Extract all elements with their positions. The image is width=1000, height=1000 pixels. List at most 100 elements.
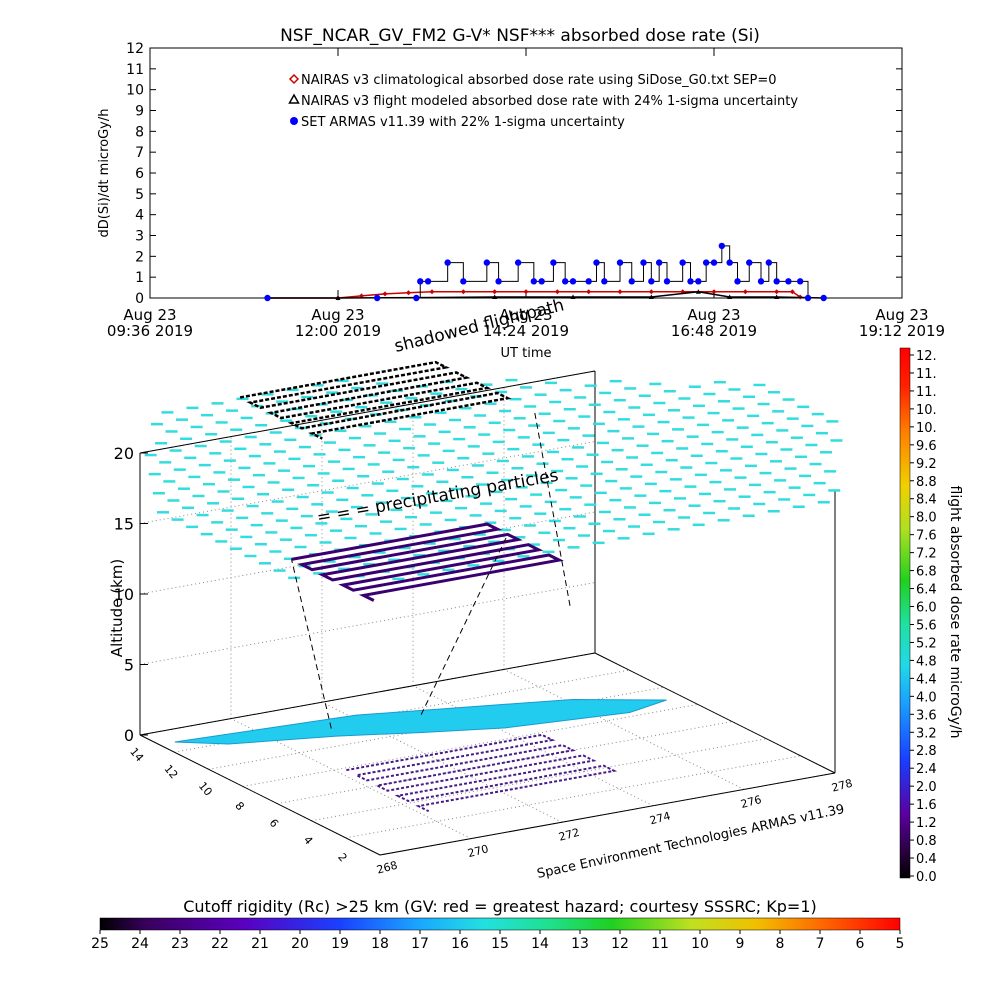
legend-diamond-icon: [288, 73, 300, 85]
floor-gridline: [321, 701, 563, 823]
armas-point: [413, 294, 420, 302]
armas-point: [530, 278, 538, 285]
lat-tick-label: 6: [267, 816, 281, 830]
lon-tick-label: 270: [466, 842, 490, 860]
dose-tick-label: 4.8: [916, 654, 937, 669]
armas-point: [514, 259, 522, 266]
dose-tick-label: 4.4: [916, 672, 937, 687]
armas-point: [796, 278, 804, 285]
cutoff-tick-label: 8: [776, 936, 785, 952]
precipitating-particles-annotation: = = = precipitating particles: [315, 466, 560, 528]
dose-tick-label: 7.2: [916, 547, 937, 562]
climatological-point: [586, 289, 592, 295]
dose-colorbar-ticks: 12. 11. 11. 10. 10. 9.6 9.2 8.8 8.4 8.0 7.6 7.2 6.8 6…: [910, 349, 937, 885]
dose-tick-label: 3.6: [916, 708, 937, 723]
armas-point: [601, 278, 608, 285]
y-tick-label: 11: [126, 62, 144, 78]
lat-tick-label: 10: [196, 779, 215, 798]
flight-model-point: [695, 289, 701, 294]
cutoff-tick-label: 23: [171, 936, 189, 952]
dose-tick-label: 3.2: [916, 726, 937, 741]
armas-point: [820, 294, 827, 302]
series-line-3: [267, 245, 824, 299]
dose-tick-label: 5.6: [916, 618, 937, 633]
lat-tick-label: 12: [161, 762, 180, 781]
dose-tick-label: 1.6: [916, 798, 937, 813]
flight-model-point: [774, 294, 780, 299]
lon-tick-label: 268: [375, 859, 399, 877]
dose-tick-label: 12.: [916, 349, 937, 364]
flight-model-point: [570, 294, 576, 299]
armas-point: [804, 294, 812, 302]
dose-tick-label: 0.8: [916, 834, 937, 849]
dose-tick-label: 0.4: [916, 852, 937, 867]
chart-title: NSF_NCAR_GV_FM2 G-V* NSF*** absorbed dos…: [280, 26, 760, 46]
x-tick-time: 12:00 2019: [295, 322, 381, 340]
armas-point: [424, 278, 432, 285]
lat-tick-label: 4: [301, 834, 315, 848]
dose-tick-label: 8.8: [916, 475, 937, 490]
climatological-point: [429, 289, 435, 295]
cutoff-tick-label: 17: [411, 936, 429, 952]
y-tick-label: 7: [135, 145, 144, 161]
armas-point: [785, 278, 792, 285]
dose-tick-label: 10.: [916, 421, 937, 436]
armas-point: [687, 278, 694, 285]
armas-point: [538, 278, 545, 285]
armas-point: [702, 259, 710, 266]
dose-tick-label: 6.8: [916, 565, 937, 580]
precipitating-particles-layer: [144, 378, 843, 581]
armas-point: [648, 278, 655, 285]
z-tick-label: 10: [114, 585, 134, 604]
cutoff-colorbar-ticks: 25 24 23 22 21 20 19 18 17 16 15 14 13 12 11 10 9 8 7 6 5: [91, 930, 904, 952]
scene-box-edge: [139, 652, 596, 736]
scene-box-edge: [139, 370, 596, 454]
x-tick-date: Aug 23: [311, 306, 364, 324]
cutoff-tick-label: 24: [131, 936, 149, 952]
cutoff-tick-label: 21: [251, 936, 269, 952]
cutoff-tick-label: 6: [856, 936, 865, 952]
armas-point: [417, 278, 424, 285]
flight-model-point: [648, 294, 654, 299]
dose-tick-label: 2.0: [916, 780, 937, 795]
cutoff-tick-label: 9: [736, 936, 745, 952]
lon-tick-label: 276: [739, 793, 763, 811]
flight-model-point: [492, 294, 498, 299]
y-tick-label: 0: [135, 291, 144, 307]
cutoff-tick-label: 10: [691, 936, 709, 952]
climatological-point: [492, 289, 498, 295]
cutoff-tick-label: 18: [371, 936, 389, 952]
legend-label: SET ARMAS v11.39 with 22% 1-sigma uncert…: [301, 115, 625, 130]
cutoff-tick-label: 13: [571, 936, 589, 952]
armas-point: [746, 259, 753, 266]
y-tick-label: 8: [135, 124, 144, 140]
climb-descent-path: [534, 412, 571, 606]
lon-tick-label: 272: [557, 826, 581, 844]
climatological-point: [774, 289, 780, 295]
armas-point: [757, 278, 765, 285]
floor-gridline: [311, 738, 767, 822]
climatological-point: [789, 289, 795, 295]
climatological-point: [406, 290, 411, 296]
z-axis-label: Altitude (km): [108, 559, 126, 657]
dose-tick-label: 1.2: [916, 816, 937, 831]
armas-point: [726, 259, 733, 266]
cutoff-tick-label: 22: [211, 936, 229, 952]
climatological-point: [554, 289, 560, 295]
timeseries-legend: NAIRAS v3 climatological absorbed dose r…: [288, 73, 798, 130]
climatological-point: [711, 289, 717, 295]
dose-tick-label: 8.4: [916, 493, 937, 508]
x-tick-time: 09:36 2019: [107, 322, 193, 340]
armas-point: [655, 259, 663, 266]
x-tick-date: Aug 23: [123, 306, 176, 324]
y-tick-label: 5: [135, 187, 144, 203]
y-tick-label: 1: [135, 270, 144, 286]
lat-tick-label: 2: [335, 851, 349, 865]
z-tick-label: 0: [124, 726, 134, 745]
floor-gridline: [230, 718, 472, 840]
dose-colorbar-label: flight absorbed dose rate microGy/h: [947, 486, 963, 739]
legend-dot-icon: [290, 117, 298, 125]
armas-point: [710, 259, 718, 266]
x-tick-time: 16:48 2019: [671, 322, 757, 340]
dose-tick-label: 2.8: [916, 744, 937, 759]
